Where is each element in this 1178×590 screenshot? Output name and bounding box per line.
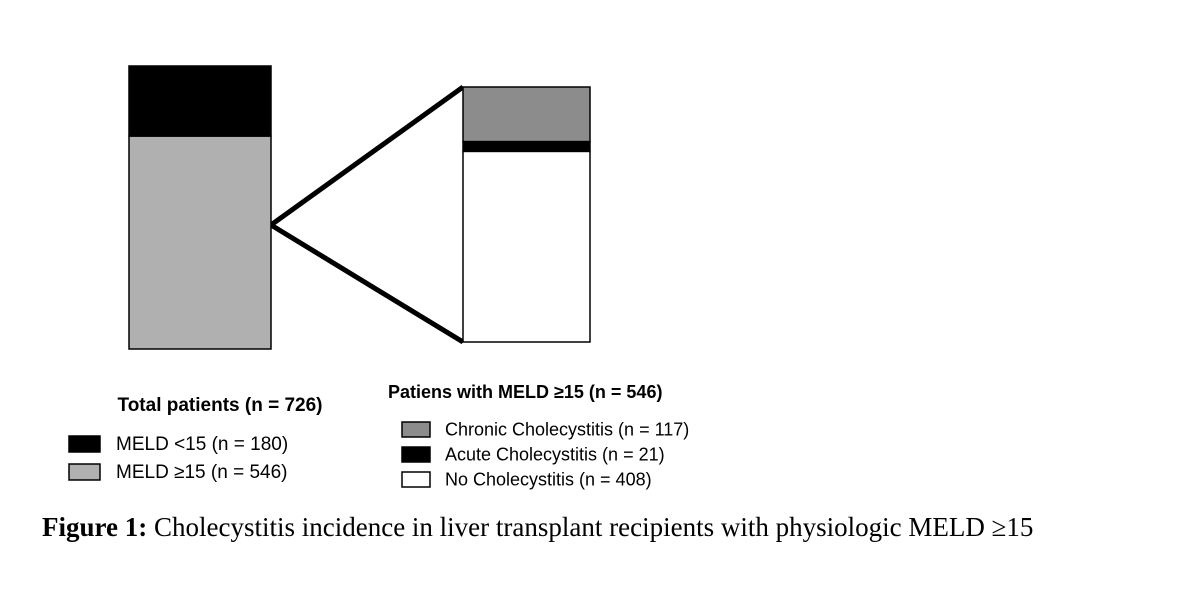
- bar-segment: [128, 65, 272, 137]
- legend-label: Chronic Cholecystitis (n = 117): [445, 419, 689, 439]
- legend-label: Acute Cholecystitis (n = 21): [445, 444, 665, 464]
- bar-segment: [462, 86, 591, 143]
- legend-title: Patiens with MELD ≥15 (n = 546): [388, 382, 662, 402]
- caption: Figure 1: Cholecystitis incidence in liv…: [42, 512, 1033, 542]
- caption-text: Cholecystitis incidence in liver transpl…: [154, 512, 1033, 542]
- connector: [266, 84, 465, 345]
- legend-label: MELD <15 (n = 180): [116, 434, 288, 455]
- bar-segment: [128, 135, 272, 350]
- legend-swatch: [401, 471, 431, 488]
- legend-swatch: [68, 463, 101, 481]
- bar-segment: [462, 140, 591, 153]
- legend-label: MELD ≥15 (n = 546): [116, 462, 287, 483]
- legend-label: No Cholecystitis (n = 408): [445, 469, 652, 489]
- legend-swatch: [401, 446, 431, 463]
- caption-label: Figure 1:: [42, 512, 147, 542]
- legend-swatch: [401, 421, 431, 438]
- legend-swatch: [68, 435, 101, 453]
- legend-title: Total patients (n = 726): [118, 395, 323, 416]
- bar-segment: [462, 150, 591, 343]
